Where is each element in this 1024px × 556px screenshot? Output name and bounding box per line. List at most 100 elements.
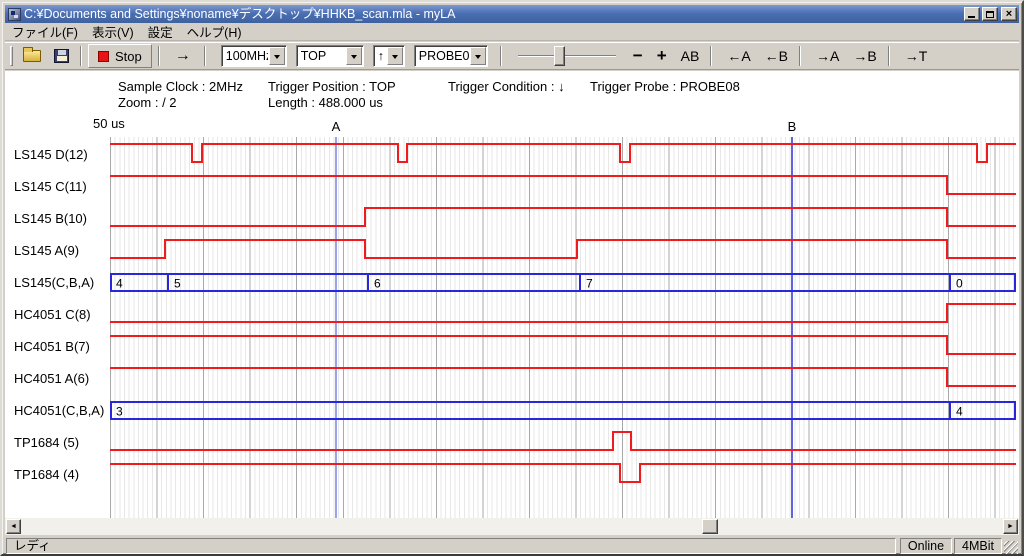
- ruler-time-label: 50 us: [93, 116, 125, 131]
- digital-trace-0: [110, 143, 1016, 163]
- zoom-slider-track: [517, 55, 616, 57]
- channel-label-10: TP1684 (4): [14, 467, 80, 482]
- waveform-plot[interactable]: 4 5 6 7 0 3 4: [110, 137, 1016, 518]
- toolbar-button-5[interactable]: ←B: [764, 48, 788, 64]
- scroll-left-icon: ◄: [10, 523, 17, 530]
- status-pane-0: Online: [899, 538, 953, 554]
- bus-value: 0: [956, 277, 963, 291]
- window-title: C:¥Documents and Settings¥noname¥デスクトップ¥…: [24, 7, 456, 21]
- toolbar-combos: 100MHz TOP ↑ PROBE00: [212, 45, 488, 67]
- marker-a-label: A: [331, 119, 341, 134]
- info-item-1-1: Length : 488.000 us: [268, 95, 383, 110]
- close-icon: ×: [1005, 7, 1013, 20]
- channel-label-1: LS145 C(11): [14, 179, 87, 194]
- digital-trace-7: [110, 367, 1016, 387]
- close-button[interactable]: ×: [1001, 7, 1017, 21]
- stop-square-icon: [98, 50, 109, 62]
- toolbar-separator: [799, 46, 801, 66]
- zoom-slider[interactable]: [517, 45, 616, 67]
- chevron-down-icon[interactable]: [345, 47, 362, 65]
- bus-value: 3: [116, 405, 123, 419]
- open-folder-icon: [23, 47, 41, 62]
- bus-box-4: [110, 273, 1016, 292]
- combo-trigger-probe[interactable]: PROBE00: [413, 45, 488, 67]
- toolbar-separator: [203, 46, 206, 66]
- channel-label-5: HC4051 C(8): [14, 307, 91, 322]
- bus-value: 6: [374, 277, 381, 291]
- scroll-right-icon: ►: [1007, 523, 1014, 530]
- channel-label-9: TP1684 (5): [14, 435, 80, 450]
- menu-item-3[interactable]: ヘルプ(H): [186, 25, 242, 40]
- toolbar: Stop → 100MHz TOP ↑ PROBE00 −+ AB ←A ←B →A →B →T: [5, 42, 1019, 70]
- toolbar-grip[interactable]: [10, 46, 13, 66]
- minimize-icon: [968, 16, 975, 18]
- scroll-right-button[interactable]: ►: [1003, 519, 1018, 534]
- channel-label-8: HC4051(C,B,A): [14, 403, 105, 418]
- combo-sample-rate-value: 100MHz: [225, 49, 268, 63]
- channel-label-0: LS145 D(12): [14, 147, 88, 162]
- scrollbar-thumb[interactable]: [702, 519, 718, 534]
- bus-value: 5: [174, 277, 181, 291]
- bus-box-8: [110, 401, 1016, 420]
- channel-label-4: LS145(C,B,A): [14, 275, 95, 290]
- chevron-down-icon[interactable]: [268, 47, 285, 65]
- bus-value: 4: [116, 277, 123, 291]
- combo-sample-rate[interactable]: 100MHz: [220, 45, 287, 67]
- save-file-button[interactable]: [48, 44, 74, 68]
- combo-trigger-position[interactable]: TOP: [295, 45, 364, 67]
- channel-label-3: LS145 A(9): [14, 243, 80, 258]
- resize-grip-icon[interactable]: [1004, 541, 1018, 554]
- channel-label-6: HC4051 B(7): [14, 339, 90, 354]
- bus-value: 4: [956, 405, 963, 419]
- toolbar-button-2[interactable]: AB: [680, 48, 700, 64]
- save-icon: [53, 49, 69, 63]
- chevron-down-icon[interactable]: [386, 47, 403, 65]
- run-button[interactable]: →: [168, 44, 198, 68]
- info-item-0-3: Trigger Probe : PROBE08: [590, 79, 740, 94]
- open-file-button[interactable]: [19, 44, 45, 68]
- status-pane-1: 4MBit: [954, 538, 1002, 554]
- toolbar-button-7[interactable]: →A: [816, 48, 840, 64]
- toolbar-button-8[interactable]: →B: [853, 48, 877, 64]
- digital-trace-2: [110, 207, 1016, 227]
- minimize-button[interactable]: [964, 7, 980, 21]
- maximize-icon: [986, 10, 994, 18]
- horizontal-scrollbar[interactable]: ◄ ►: [5, 518, 1019, 535]
- menu-item-0[interactable]: ファイル(F): [12, 25, 78, 40]
- chevron-down-icon[interactable]: [469, 47, 486, 65]
- status-message: レディ: [6, 538, 896, 554]
- digital-trace-6: [110, 335, 1016, 355]
- status-panes: Online 4MBit: [898, 538, 1002, 554]
- app-icon: [8, 7, 21, 21]
- scroll-left-button[interactable]: ◄: [6, 519, 21, 534]
- toolbar-separator: [710, 46, 713, 66]
- toolbar-separator: [887, 46, 890, 66]
- toolbar-separator: [80, 46, 82, 66]
- info-item-0-0: Sample Clock : 2MHz: [118, 79, 243, 94]
- channel-label-2: LS145 B(10): [14, 211, 87, 226]
- run-arrow-icon: →: [174, 47, 191, 64]
- combo-trigger-edge-value: ↑: [377, 49, 384, 63]
- toolbar-button-1[interactable]: +: [656, 46, 667, 65]
- info-item-0-1: Trigger Position : TOP: [268, 79, 396, 94]
- stop-button-label: Stop: [115, 48, 142, 64]
- zoom-slider-thumb[interactable]: [553, 46, 565, 66]
- title-bar[interactable]: C:¥Documents and Settings¥noname¥デスクトップ¥…: [5, 5, 1019, 23]
- toolbar-button-4[interactable]: ←A: [727, 48, 751, 64]
- menu-item-2[interactable]: 設定: [147, 25, 173, 40]
- menu-item-1[interactable]: 表示(V): [91, 25, 134, 40]
- combo-trigger-probe-value: PROBE00: [418, 49, 469, 63]
- combo-trigger-position-value: TOP: [300, 49, 327, 63]
- combo-trigger-edge[interactable]: ↑: [372, 45, 405, 67]
- channel-label-7: HC4051 A(6): [14, 371, 90, 386]
- bus-value: 7: [586, 277, 593, 291]
- toolbar-separator: [157, 46, 160, 66]
- waveform-svg: 4 5 6 7 0 3 4: [110, 137, 1016, 518]
- maximize-button[interactable]: [982, 7, 998, 21]
- toolbar-buttons: − + AB ←A ←B →A →B →T: [624, 45, 933, 67]
- stop-button[interactable]: Stop: [88, 44, 152, 68]
- toolbar-button-0[interactable]: −: [632, 46, 643, 65]
- toolbar-button-10[interactable]: →T: [904, 48, 928, 64]
- digital-trace-5: [110, 303, 1016, 323]
